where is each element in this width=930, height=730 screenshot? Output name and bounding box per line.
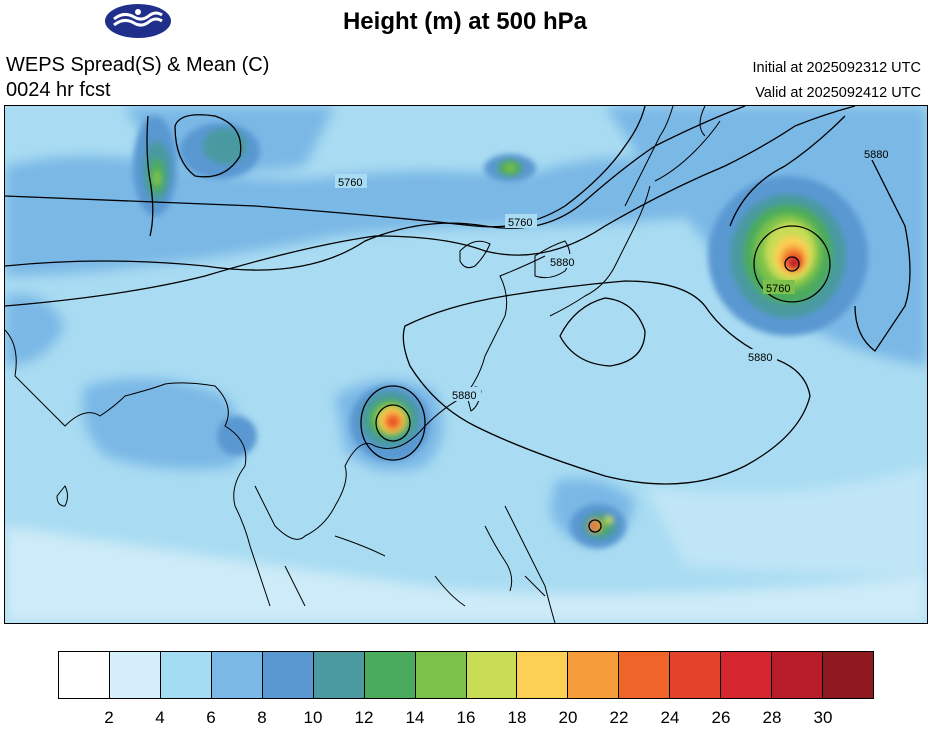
colorbar-tick-label: 28 — [762, 708, 782, 727]
contour-label: 5880 — [452, 390, 476, 402]
colorbar-swatch — [619, 652, 671, 698]
contour-label: 5880 — [550, 257, 574, 269]
page-title: Height (m) at 500 hPa — [342, 8, 588, 35]
map-panel: 5760 5760 5760 5880 5880 5880 5880 — [4, 105, 928, 624]
colorbar-swatch — [415, 652, 467, 698]
contour-label: 5880 — [748, 352, 772, 364]
colorbar-swatch — [670, 652, 722, 698]
colorbar-swatch — [823, 652, 873, 698]
colorbar-swatch — [364, 652, 416, 698]
valid-time: Valid at 2025092412 UTC — [755, 85, 921, 101]
colorbar — [58, 651, 874, 699]
height-contours — [5, 106, 911, 533]
colorbar-swatch — [160, 652, 212, 698]
contour-label-bg — [449, 387, 481, 401]
contour-label-bg — [547, 254, 579, 268]
low-spread-areas — [5, 466, 927, 623]
colorbar-tick-label: 30 — [813, 708, 833, 727]
colorbar-tick-label: 16 — [456, 708, 476, 727]
contour-label-bg — [861, 146, 893, 160]
colorbar-tick-label: 4 — [155, 708, 165, 727]
colorbar-tick-label: 10 — [303, 708, 323, 727]
colorbar-swatch — [517, 652, 569, 698]
contour-label: 5880 — [864, 149, 888, 161]
colorbar-tick-label: 26 — [711, 708, 731, 727]
colorbar-tick-label: 22 — [609, 708, 629, 727]
colorbar-swatch — [59, 652, 110, 698]
colorbar-tick-label: 20 — [558, 708, 578, 727]
contour-label: 5760 — [766, 283, 790, 295]
colorbar-swatch — [721, 652, 773, 698]
colorbar-tick-label: 18 — [507, 708, 527, 727]
contour-label-bg — [335, 174, 367, 188]
map-svg: 5760 5760 5760 5880 5880 5880 5880 — [5, 106, 927, 623]
colorbar-swatch — [466, 652, 518, 698]
colorbar-swatch — [313, 652, 365, 698]
contour-label-group: 5760 5760 5760 5880 5880 5880 5880 — [335, 146, 893, 402]
colorbar-tick-label: 24 — [660, 708, 680, 727]
colorbar-tick-label: 14 — [405, 708, 425, 727]
colorbar-swatch — [568, 652, 620, 698]
colorbar-tick-label: 8 — [257, 708, 267, 727]
contour-label: 5760 — [338, 177, 362, 189]
contour-label-bg — [745, 349, 777, 363]
cwa-logo-icon — [105, 4, 171, 38]
colorbar-tick-label: 6 — [206, 708, 216, 727]
contour-label-bg — [763, 280, 795, 294]
forecast-hour: 0024 hr fcst — [6, 79, 111, 101]
colorbar-swatch — [109, 652, 161, 698]
colorbar-ticks: 2 4 6 8 10 12 14 16 18 20 22 24 26 28 30 — [58, 708, 874, 730]
contour-label: 5760 — [508, 217, 532, 229]
colorbar-tick-label: 12 — [354, 708, 374, 727]
colorbar-swatch — [262, 652, 314, 698]
product-subtitle: WEPS Spread(S) & Mean (C) — [6, 54, 270, 76]
initial-time: Initial at 2025092312 UTC — [752, 60, 921, 76]
colorbar-tick-label: 2 — [104, 708, 114, 727]
colorbar-swatch — [772, 652, 824, 698]
contour-label-bg — [505, 214, 537, 228]
colorbar-swatch — [211, 652, 263, 698]
